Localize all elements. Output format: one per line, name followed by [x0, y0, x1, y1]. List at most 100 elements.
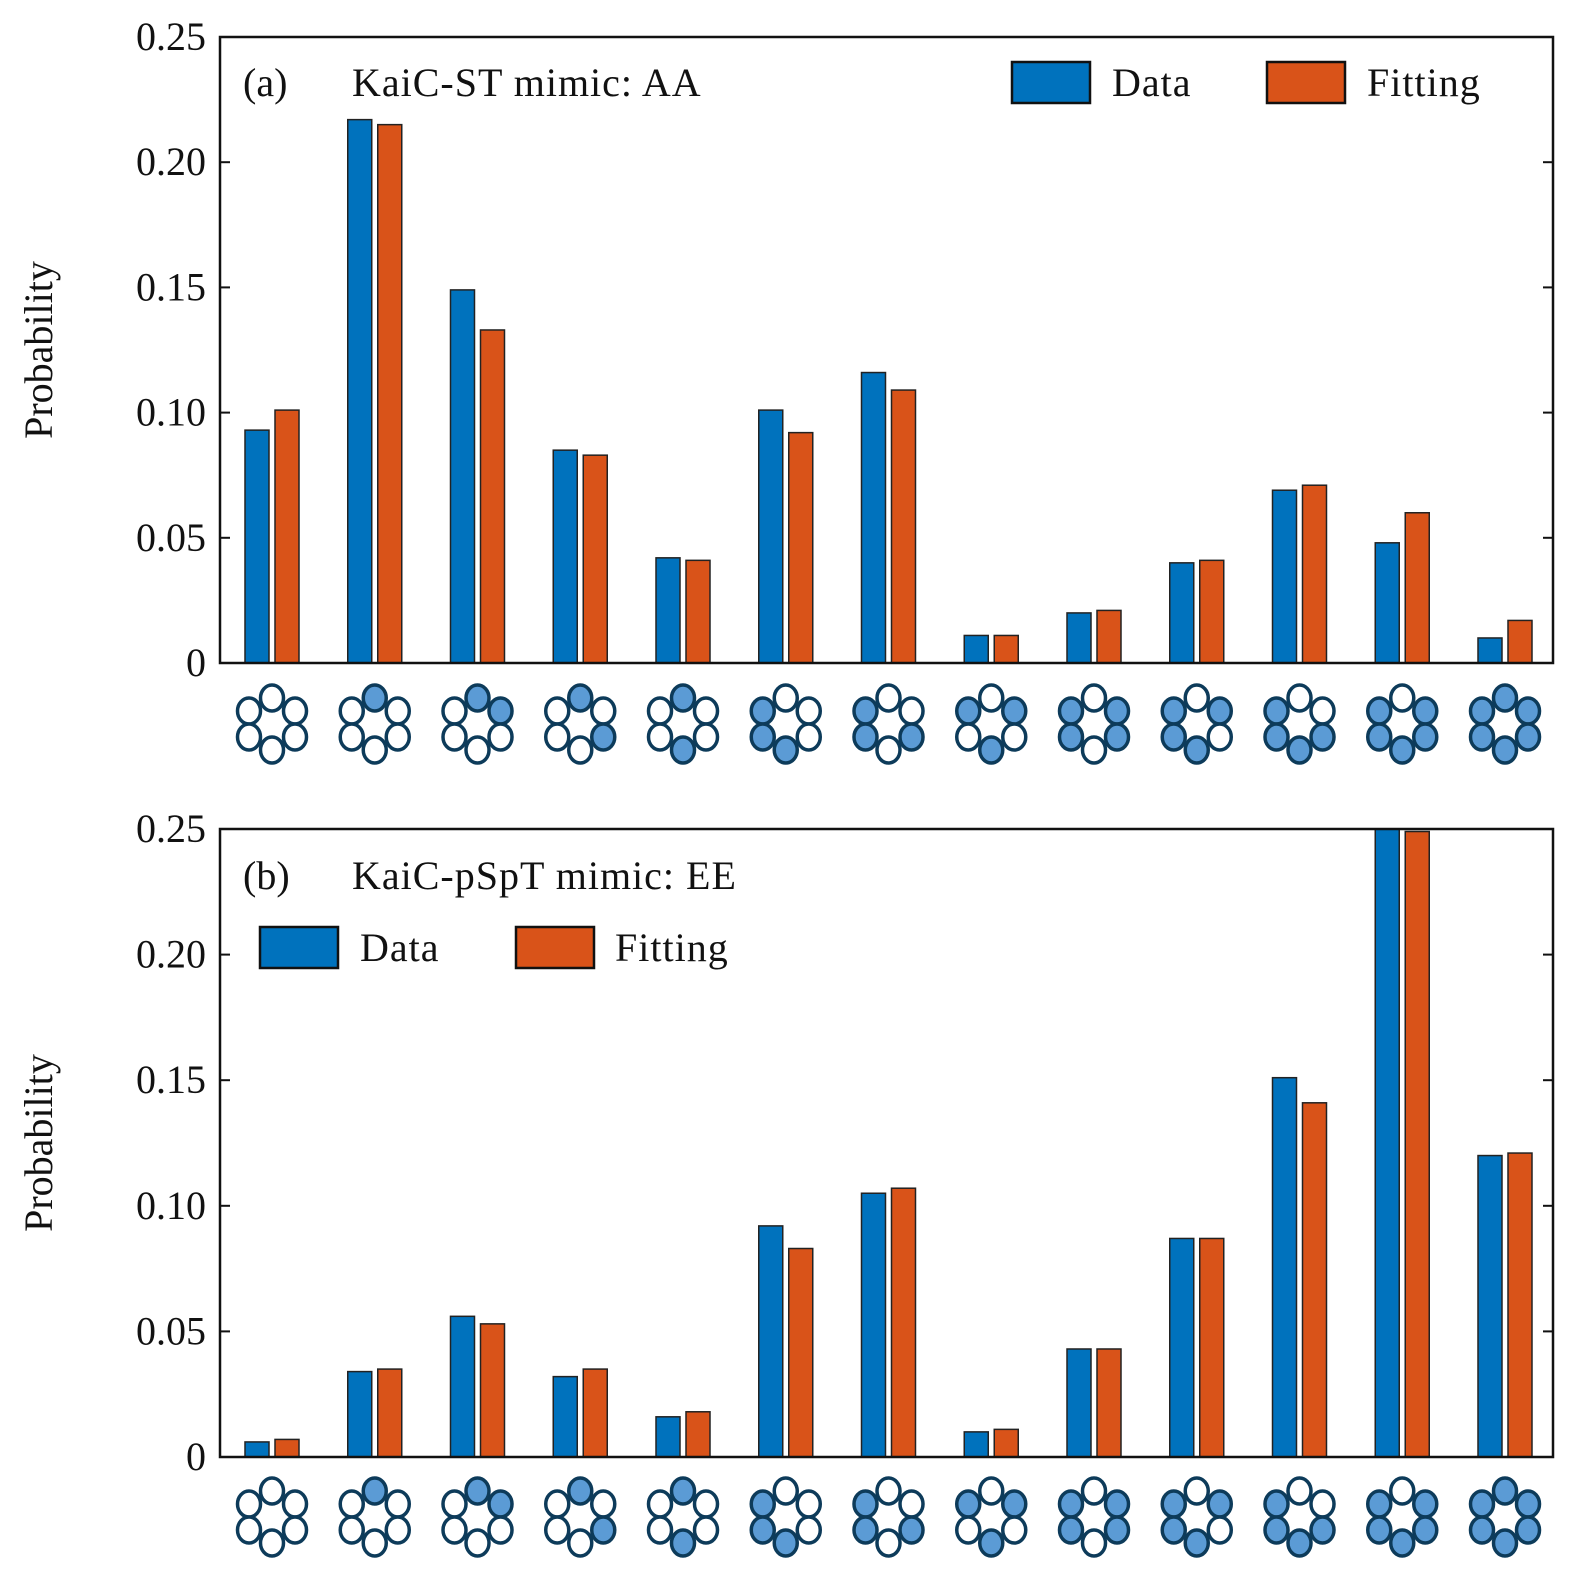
empty-site-icon: [384, 1515, 411, 1545]
filled-site-icon: [464, 683, 491, 713]
empty-site-icon: [281, 1515, 309, 1545]
empty-site-icon: [258, 683, 286, 713]
bar-data-9: [1066, 612, 1092, 663]
empty-site-icon: [464, 735, 491, 765]
bar-data-10: [1169, 562, 1195, 663]
empty-site-icon: [1080, 683, 1108, 713]
state-glyph-2: [338, 1476, 411, 1558]
bar-data-6: [758, 409, 784, 663]
bar-fitting-6: [788, 1247, 814, 1457]
empty-site-icon: [544, 1515, 571, 1545]
empty-site-icon: [281, 696, 309, 726]
bar-data-8: [963, 634, 989, 663]
filled-site-icon: [1160, 1489, 1187, 1519]
empty-site-icon: [978, 683, 1005, 713]
panel-b: 0 0.05 0.10 0.15 0.20 0.25 Probability (b) KaiC-…: [16, 806, 1555, 1558]
bar-data-2: [347, 118, 373, 663]
empty-site-icon: [384, 1489, 411, 1519]
filled-site-icon: [955, 1489, 982, 1519]
state-glyph-2: [338, 683, 411, 765]
empty-site-icon: [258, 735, 286, 765]
bar-fitting-7: [890, 389, 917, 663]
empty-site-icon: [441, 696, 468, 726]
state-glyph-5: [646, 683, 720, 765]
filled-site-icon: [1468, 722, 1496, 752]
filled-site-icon: [1160, 722, 1187, 752]
empty-site-icon: [692, 1515, 720, 1545]
bar-fitting-12: [1404, 830, 1430, 1457]
filled-site-icon: [1514, 722, 1542, 752]
state-glyph-12: [1366, 683, 1439, 765]
state-glyph-7: [852, 1476, 925, 1558]
empty-site-icon: [772, 683, 799, 713]
filled-site-icon: [669, 1528, 697, 1558]
filled-site-icon: [1468, 1515, 1496, 1545]
empty-site-icon: [338, 722, 365, 752]
empty-site-icon: [1309, 696, 1336, 726]
filled-site-icon: [567, 1476, 594, 1506]
filled-site-icon: [1366, 722, 1393, 752]
bar-fitting-8: [993, 1428, 1019, 1457]
state-glyph-4: [544, 1476, 617, 1558]
filled-site-icon: [955, 696, 982, 726]
y-tick-label: 0.10: [136, 390, 206, 435]
filled-site-icon: [1263, 722, 1290, 752]
empty-site-icon: [567, 735, 594, 765]
bar-data-11: [1271, 1076, 1298, 1457]
empty-site-icon: [281, 722, 309, 752]
y-tick-label: 0.05: [136, 515, 206, 560]
filled-site-icon: [1491, 1528, 1519, 1558]
empty-site-icon: [955, 1515, 982, 1545]
filled-site-icon: [852, 1515, 879, 1545]
legend-swatch-fitting: [1265, 60, 1347, 105]
filled-site-icon: [1103, 722, 1131, 752]
bar-fitting-2: [377, 123, 403, 663]
filled-site-icon: [1263, 1515, 1290, 1545]
empty-site-icon: [258, 1476, 286, 1506]
empty-site-icon: [692, 1489, 720, 1519]
empty-site-icon: [441, 1515, 468, 1545]
y-tick-label: 0.20: [136, 932, 206, 977]
filled-site-icon: [749, 1515, 776, 1545]
filled-site-icon: [1286, 1528, 1313, 1558]
filled-site-icon: [898, 722, 925, 752]
state-glyph-9: [1057, 683, 1131, 765]
empty-site-icon: [338, 696, 365, 726]
filled-site-icon: [1468, 1489, 1496, 1519]
filled-site-icon: [669, 683, 697, 713]
filled-site-icon: [464, 1476, 491, 1506]
filled-site-icon: [1366, 1489, 1393, 1519]
empty-site-icon: [338, 1515, 365, 1545]
empty-site-icon: [487, 722, 514, 752]
y-axis-label: Probability: [16, 261, 61, 439]
filled-site-icon: [1468, 696, 1496, 726]
filled-site-icon: [852, 1489, 879, 1519]
filled-site-icon: [1412, 696, 1439, 726]
panel-label: (b): [243, 853, 290, 898]
empty-site-icon: [544, 722, 571, 752]
bar-data-2: [347, 1370, 373, 1457]
state-glyph-8: [955, 683, 1028, 765]
filled-site-icon: [1057, 1515, 1085, 1545]
empty-site-icon: [544, 696, 571, 726]
filled-site-icon: [1514, 1489, 1542, 1519]
filled-site-icon: [978, 1528, 1005, 1558]
state-glyph-4: [544, 683, 617, 765]
filled-site-icon: [1103, 1489, 1131, 1519]
empty-site-icon: [1286, 1476, 1313, 1506]
state-glyph-3: [441, 683, 514, 765]
state-glyph-6: [749, 1476, 822, 1558]
state-glyph-1: [235, 683, 309, 765]
empty-site-icon: [281, 1489, 309, 1519]
empty-site-icon: [978, 1476, 1005, 1506]
empty-site-icon: [795, 1489, 822, 1519]
empty-site-icon: [1206, 1515, 1233, 1545]
empty-site-icon: [258, 1528, 286, 1558]
empty-site-icon: [1183, 683, 1210, 713]
empty-site-icon: [441, 1489, 468, 1519]
state-glyph-13: [1468, 1476, 1542, 1558]
bar-data-12: [1374, 542, 1400, 663]
bar-fitting-7: [890, 1187, 917, 1457]
filled-site-icon: [487, 696, 514, 726]
